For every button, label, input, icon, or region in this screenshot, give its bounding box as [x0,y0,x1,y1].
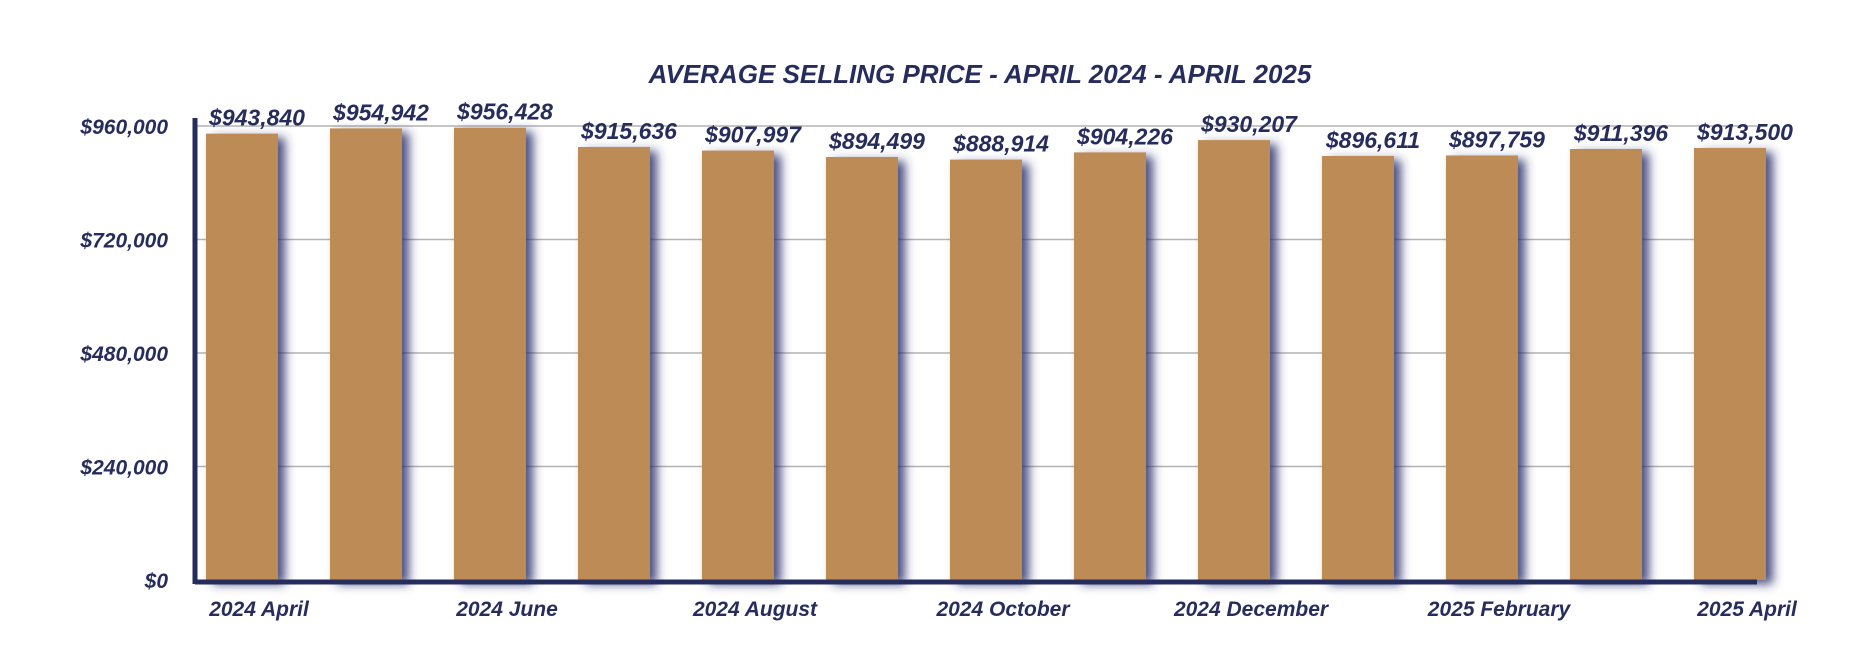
x-tick-label: 2024 August [692,598,818,621]
y-tick-label: $0 [144,570,169,593]
x-tick-label: 2025 April [1696,598,1798,621]
data-label: $894,499 [828,128,925,154]
data-label: $888,914 [952,131,1049,157]
chart-title: AVERAGE SELLING PRICE - APRIL 2024 - APR… [648,59,1312,89]
bar [1074,152,1146,580]
bar [1198,140,1270,580]
data-label: $904,226 [1076,123,1173,149]
bar [1322,155,1394,580]
data-label: $913,500 [1696,119,1793,145]
data-label: $896,611 [1325,127,1420,153]
bar [330,128,402,580]
x-axis-tick-labels: 2024 April 2024 June 2024 August 2024 Octob… [208,598,1798,621]
data-label: $915,636 [580,118,677,144]
bar [826,156,898,581]
data-label: $930,207 [1200,111,1298,137]
data-label: $897,759 [1448,126,1545,152]
bar [1694,147,1766,580]
y-axis-tick-labels: $0 $240,000 $480,000 $720,000 $960,000 [79,116,168,593]
bar [578,146,650,580]
y-tick-label: $480,000 [79,343,168,366]
bar [1446,155,1518,580]
x-tick-label: 2025 February [1427,598,1572,621]
data-label: $943,840 [208,105,305,131]
data-label: $954,942 [332,99,429,125]
bar [1570,148,1642,580]
data-label: $907,997 [704,122,802,148]
data-label: $911,396 [1573,120,1668,146]
x-tick-label: 2024 October [935,598,1071,621]
bar [206,133,278,580]
data-label: $956,428 [456,99,553,125]
value-labels: $943,840 $954,942 $956,428 $915,636 $907,997… [208,99,1793,157]
x-tick-label: 2024 December [1173,598,1330,621]
y-tick-label: $960,000 [79,116,168,139]
bar [454,127,526,580]
bars [206,127,1766,581]
bar [950,159,1022,581]
bar [702,150,774,580]
x-tick-label: 2024 June [455,598,558,621]
y-tick-label: $720,000 [79,230,168,253]
x-tick-label: 2024 April [208,598,310,621]
axes [192,118,1757,585]
y-tick-label: $240,000 [79,457,168,480]
